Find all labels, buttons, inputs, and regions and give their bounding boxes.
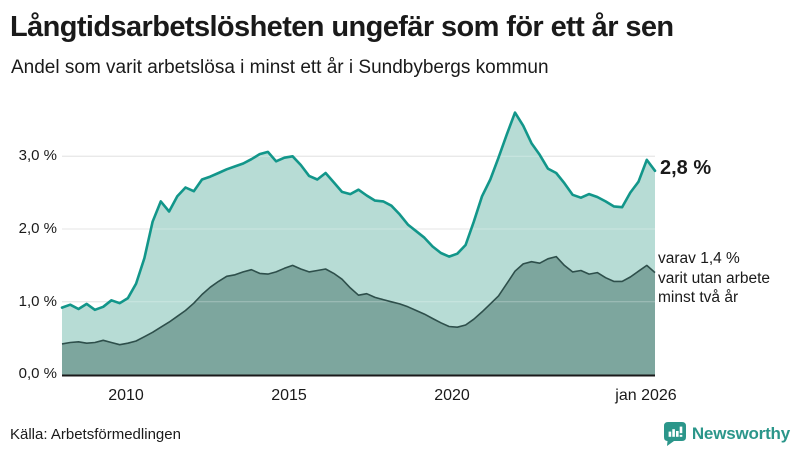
line-total: [60, 111, 657, 312]
two-year-note: varav 1,4 % varit utan arbete minst två …: [658, 249, 770, 308]
y-axis-tick-2: 2,0 %: [18, 220, 57, 237]
chart-subtitle: Andel som varit arbetslösa i minst ett å…: [11, 57, 549, 78]
line-two-years: [61, 255, 656, 346]
x-axis-tick-2020: 2020: [434, 387, 470, 404]
area-two-years: [62, 256, 655, 375]
y-axis-tick-3: 3,0 %: [18, 147, 57, 164]
newsworthy-logo-icon: [663, 422, 686, 446]
x-axis-tick-2010: 2010: [108, 387, 144, 404]
source-credit: Källa: Arbetsförmedlingen: [10, 426, 181, 443]
brand-name: Newsworthy: [691, 424, 790, 443]
y-axis-tick-0: 0,0 %: [18, 365, 57, 382]
two-year-note-line-3: minst två år: [658, 289, 739, 306]
page-title: Långtidsarbetslösheten ungefär som för e…: [10, 11, 674, 43]
x-axis-tick-jan-2026: jan 2026: [615, 387, 677, 404]
brand-logo-lockup: Newsworthy: [663, 422, 790, 446]
y-axis-tick-1: 1,0 %: [18, 293, 57, 310]
x-axis-tick-2015: 2015: [271, 387, 307, 404]
latest-value-label: 2,8 %: [660, 157, 712, 179]
two-year-note-line-1: varav 1,4 %: [658, 250, 740, 267]
two-year-note-line-2: varit utan arbete: [658, 269, 771, 287]
